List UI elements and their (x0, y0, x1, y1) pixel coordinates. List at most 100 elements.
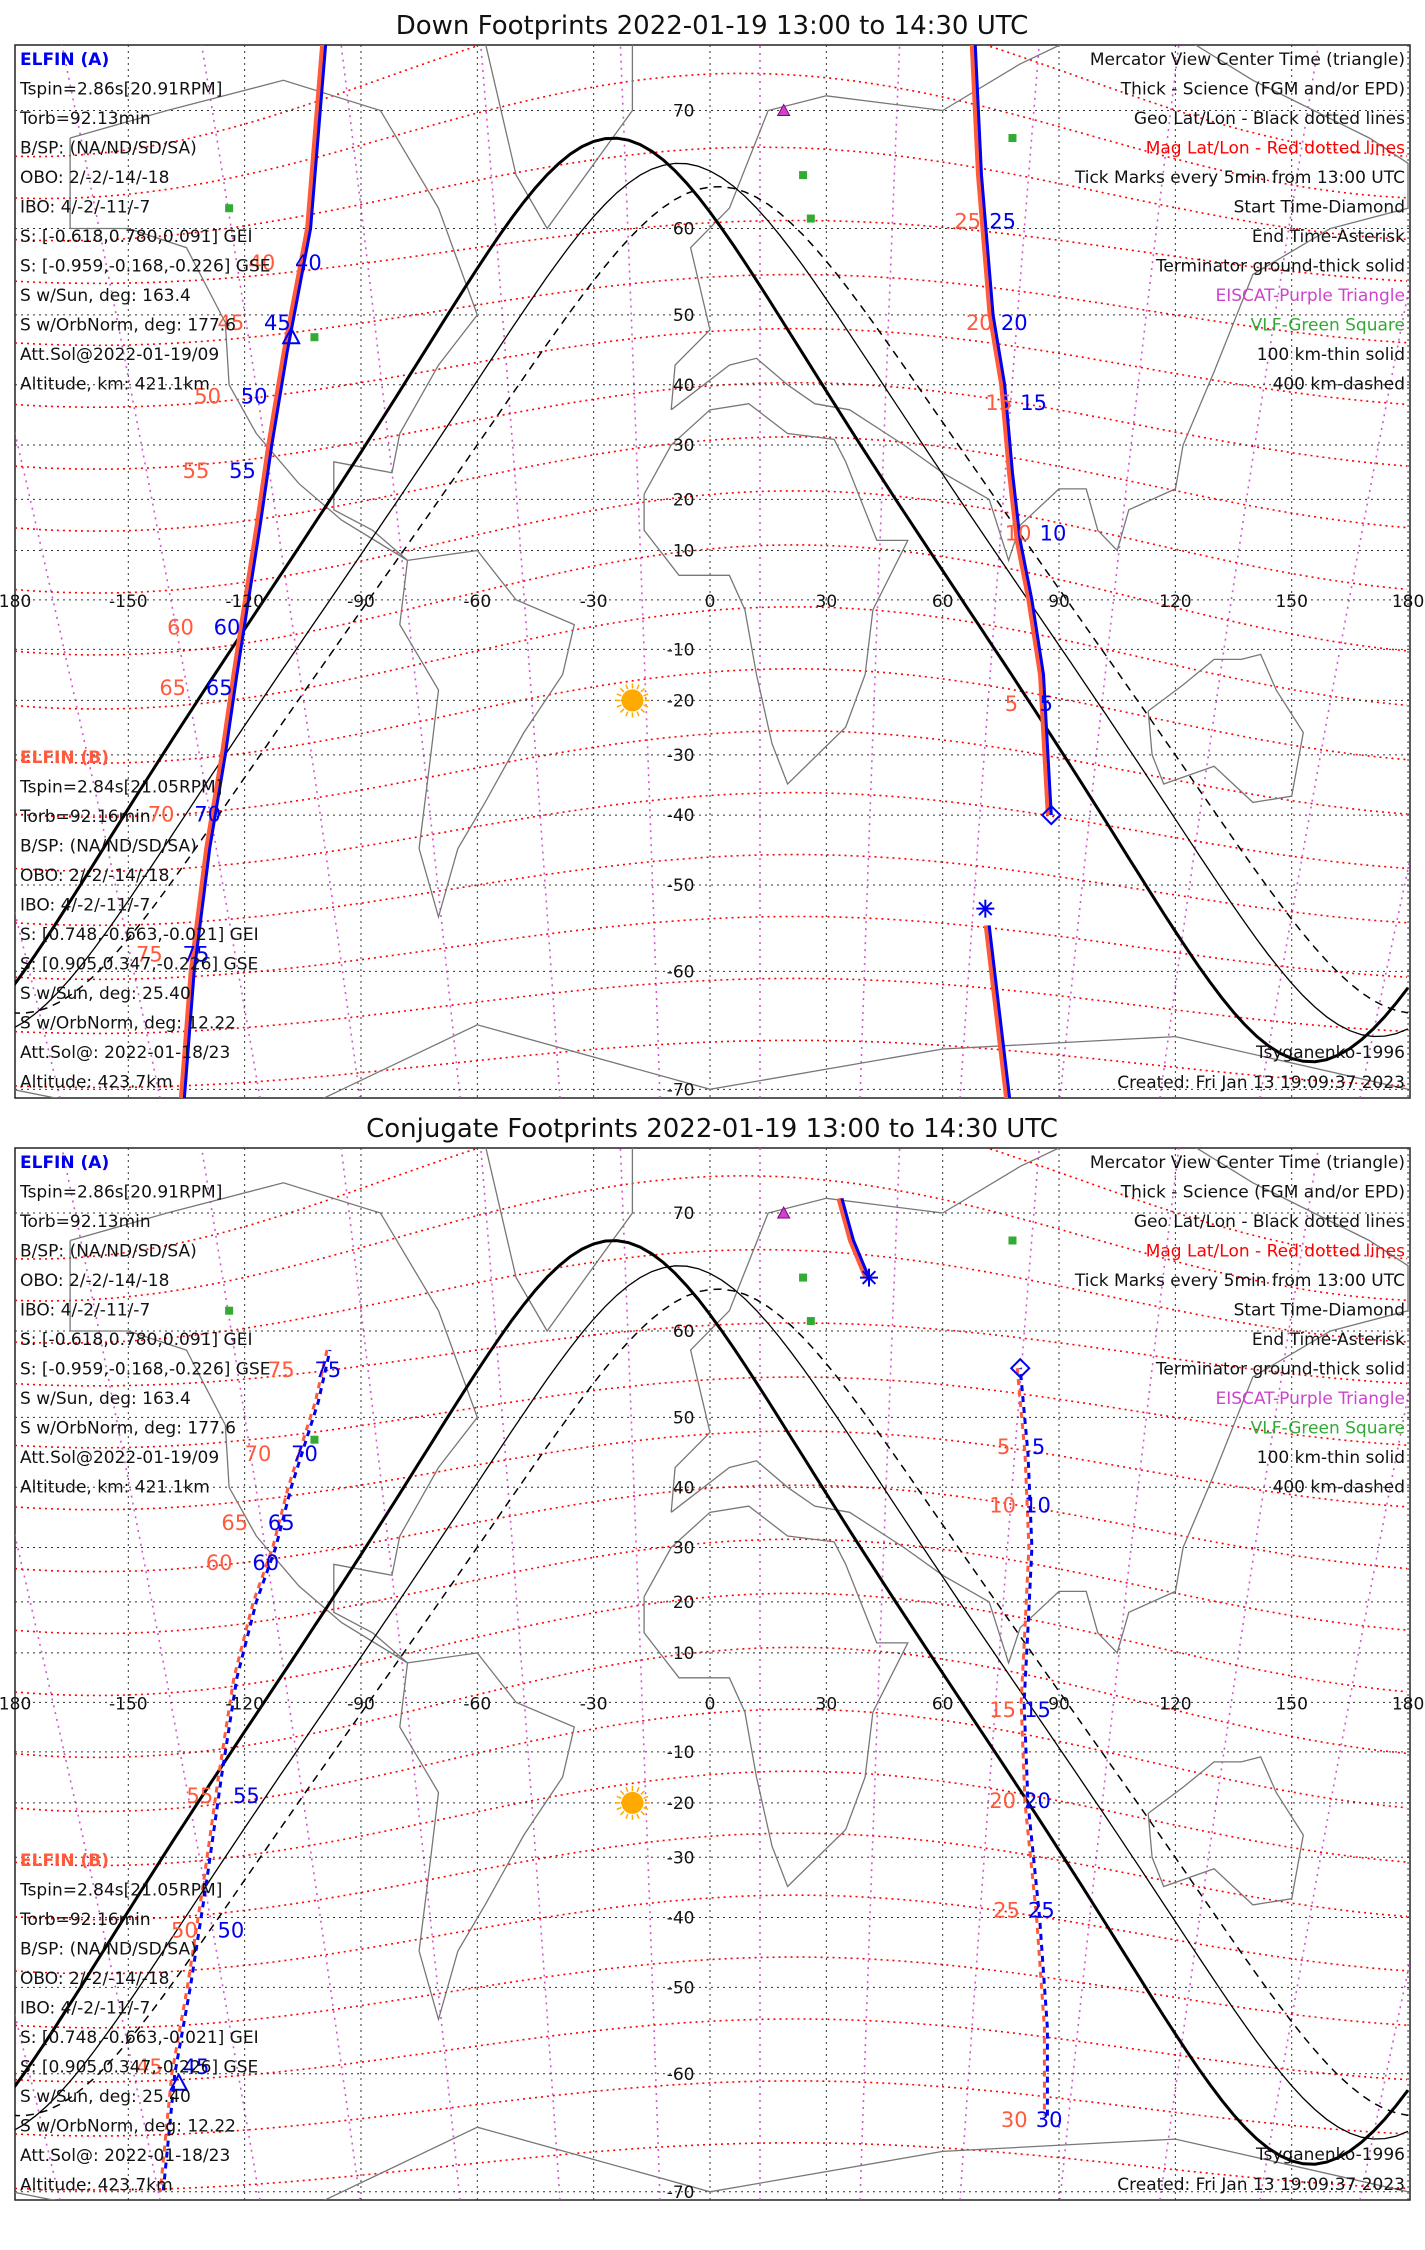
elfin-a-info-line: Tspin=2.86s[20.91RPM] (19, 1183, 222, 1203)
track-tick-label: 30 (1036, 2108, 1063, 2132)
track-west-elfin-b (178, 45, 326, 1098)
vlf-square (1008, 1236, 1017, 1245)
lon-tick-label: -60 (463, 1694, 491, 1714)
created-timestamp: Created: Fri Jan 13 19:09:37 2023 (1117, 2175, 1405, 2195)
lat-tick-label: -50 (667, 1978, 695, 1998)
vlf-square (1008, 134, 1017, 143)
track-tick-label: 65 (221, 1511, 248, 1535)
elfin-b-info-line: S: [0.905,0.347,-0.226] GSE (20, 955, 258, 975)
elfin-b-info: ELFIN (B) Tspin=2.84s[21.05RPM] Torb=92.16… (19, 1851, 259, 2196)
track-tick-label: 40 (295, 251, 322, 275)
elfin-b-info-line: OBO: 2/-2/-14/-18 (20, 1969, 169, 1989)
lon-tick-label: 30 (816, 1694, 838, 1714)
legend-entry: 100 km-thin solid (1257, 1448, 1405, 1468)
lat-tick-label: 40 (673, 1478, 695, 1498)
elfin-a-info-line: S w/Sun, deg: 163.4 (20, 1389, 191, 1409)
track-tick-label: 10 (989, 1493, 1016, 1517)
elfin-a-heading: ELFIN (A) (20, 50, 109, 70)
elfin-b-info: ELFIN (B) Tspin=2.84s[21.05RPM] Torb=92.16… (19, 748, 259, 1093)
lon-tick-label: 60 (932, 1694, 954, 1714)
track-tick-label: 55 (229, 459, 256, 483)
legend-entry: Start Time-Diamond (1234, 198, 1405, 218)
elfin-a-info-line: Torb=92.13min (19, 109, 151, 129)
elfin-a-info-line: S: [-0.618,0.780,0.091] GEI (20, 227, 252, 247)
track-tick-label: 10 (1024, 1493, 1051, 1517)
legend-entry: Mercator View Center Time (triangle) (1090, 1153, 1405, 1173)
track-tick-label: 20 (1024, 1789, 1051, 1813)
track-tick-label: 75 (183, 943, 210, 967)
track-tick-label: 65 (206, 676, 233, 700)
elfin-b-info-line: OBO: 2/-2/-14/-18 (20, 866, 169, 886)
track-tick-label: 75 (268, 1358, 295, 1382)
legend-entry: Geo Lat/Lon - Black dotted lines (1134, 109, 1405, 129)
sun-icon (615, 683, 650, 718)
lon-tick-label: -30 (580, 592, 608, 612)
track-tick-label: 30 (1001, 2108, 1028, 2132)
elfin-b-info-line: Altitude: 423.7km (20, 2176, 173, 2196)
lon-tick-label: 120 (1159, 592, 1191, 612)
track-tick-label: 50 (171, 1918, 198, 1942)
center-time-triangle (281, 326, 301, 345)
mag-longitude-lines (15, 45, 1410, 1098)
lat-tick-label: -20 (667, 1794, 695, 1814)
legend-entry: End Time-Asterisk (1252, 1330, 1405, 1350)
elfin-b-info-line: Tspin=2.84s[21.05RPM] (19, 778, 222, 798)
track-tick-label: 25 (989, 210, 1016, 234)
eiscat-triangle (776, 103, 791, 117)
coastlines (15, 1148, 1409, 2200)
elfin-a-info-line: S w/OrbNorm, deg: 177.6 (20, 1419, 236, 1439)
track-tick-label: 15 (1024, 1698, 1051, 1722)
lat-tick-label: 30 (673, 436, 695, 456)
start-diamond (1009, 1357, 1031, 1379)
legend-entry: Tick Marks every 5min from 13:00 UTC (1074, 168, 1405, 188)
vlf-square (799, 1273, 808, 1282)
track-tick-label: 50 (194, 385, 221, 409)
lat-tick-label: -60 (667, 962, 695, 982)
elfin-b-heading: ELFIN (B) (20, 748, 109, 768)
track-tick-label: 45 (183, 2055, 210, 2079)
geo-grid (15, 45, 1410, 1098)
legend-entry: VLF-Green Square (1251, 1419, 1405, 1439)
elfin-a-info-line: S w/OrbNorm, deg: 177.6 (20, 316, 236, 336)
track-tick-label: 5 (1040, 692, 1053, 716)
terminator-ground (15, 1239, 1410, 2166)
legend-entry: Terminator ground-thick solid (1155, 257, 1405, 277)
track-tick-label: 60 (214, 615, 241, 639)
track-north-elfin-a (840, 1197, 871, 1279)
track-tick-label: 55 (233, 1784, 260, 1808)
lat-tick-label: 40 (673, 376, 695, 396)
elfin-b-info-line: S w/OrbNorm, deg: 12.22 (20, 2117, 236, 2137)
lat-tick-label: 70 (673, 102, 695, 122)
lon-tick-label: -90 (347, 592, 375, 612)
terminator-100km (15, 1265, 1409, 2140)
center-time-triangle (169, 2072, 189, 2091)
track-tick-label: 10 (1040, 521, 1067, 545)
elfin-a-info-line: OBO: 2/-2/-14/-18 (20, 1271, 169, 1291)
legend-entry: Mag Lat/Lon - Red dotted lines (1146, 139, 1405, 159)
lat-tick-label: -10 (667, 640, 695, 660)
elfin-a-info-line: Att.Sol@2022-01-19/09 (20, 345, 219, 365)
coastlines (15, 45, 1409, 1098)
elfin-a-info-line: IBO: 4/-2/-11/-7 (20, 198, 150, 218)
lon-tick-label: 0 (705, 1694, 716, 1714)
track-south-elfin-a (987, 925, 1012, 1098)
lat-tick-label: 20 (673, 1593, 695, 1613)
track-east-elfin-a (973, 45, 1053, 816)
elfin-a-info-line: IBO: 4/-2/-11/-7 (20, 1301, 150, 1321)
model-name: Tsyganenko-1996 (1255, 1043, 1405, 1063)
footprint-tracks: 4040454550505555606065657070757530302525… (136, 45, 1067, 1098)
terminator-400km (15, 185, 1409, 1014)
lat-tick-label: 60 (673, 220, 695, 240)
track-west-elfin-a (182, 45, 328, 1098)
lat-tick-label: 70 (673, 1204, 695, 1224)
legend-entry: EISCAT-Purple Triangle (1215, 1389, 1405, 1409)
lon-tick-label: -150 (109, 1694, 148, 1714)
track-tick-label: 45 (136, 2055, 163, 2079)
lat-tick-label: -40 (667, 806, 695, 826)
legend-entry: EISCAT-Purple Triangle (1215, 286, 1405, 306)
lon-tick-label: 150 (1275, 1694, 1307, 1714)
model-name: Tsyganenko-1996 (1255, 2145, 1405, 2165)
terminator-400km (15, 1288, 1409, 2117)
legend-entry: 400 km-dashed (1273, 375, 1405, 395)
elfin-a-info: ELFIN (A) Tspin=2.86s[20.91RPM] Torb=92.13… (19, 50, 271, 395)
